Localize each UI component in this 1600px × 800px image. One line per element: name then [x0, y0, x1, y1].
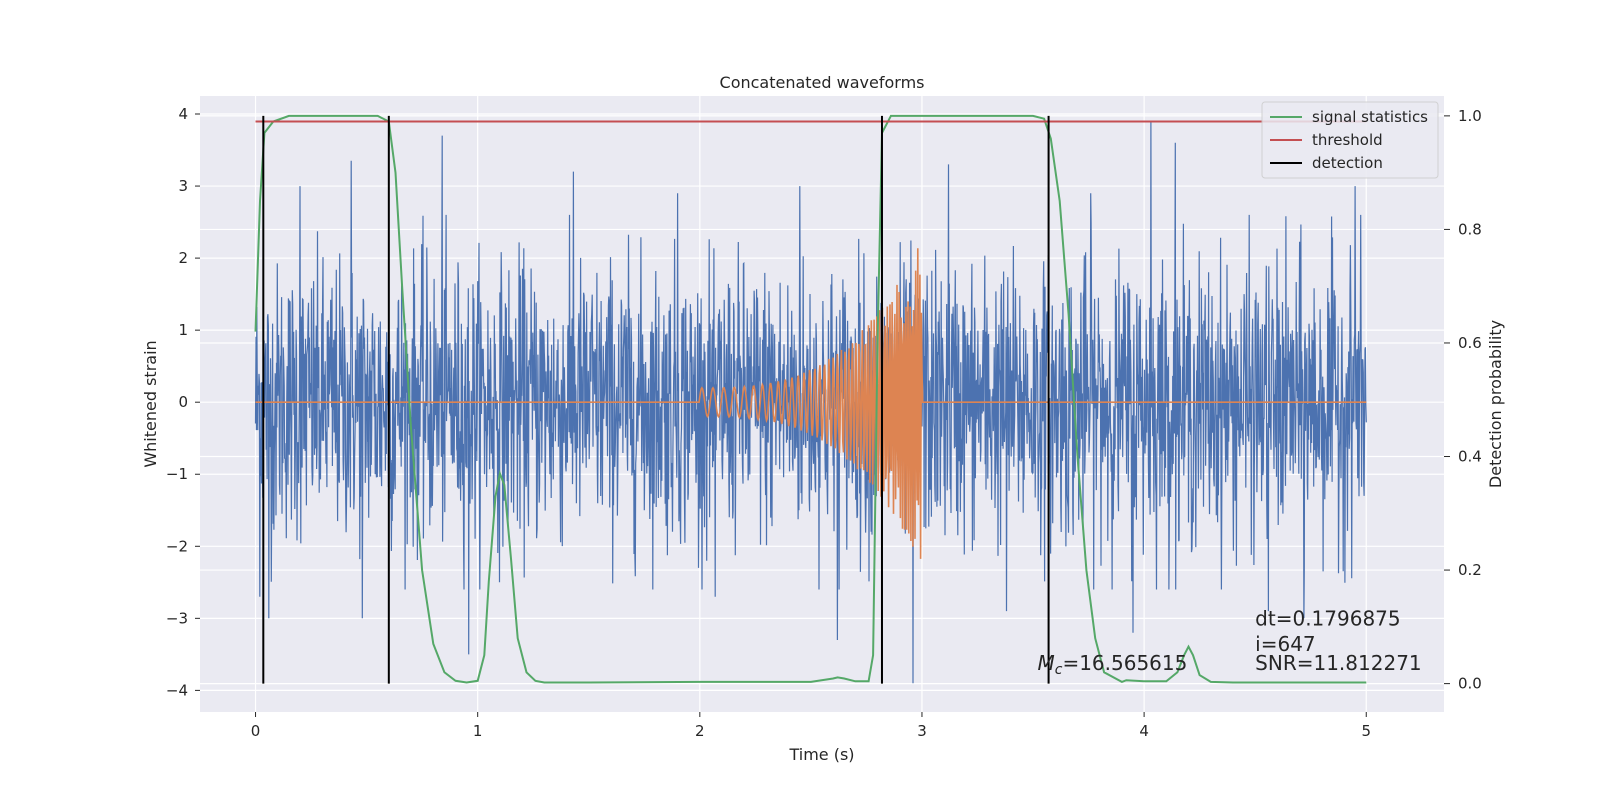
y-tick-label: −3: [166, 609, 188, 627]
annotation-text: SNR=11.812271: [1255, 651, 1421, 675]
y-tick-label: −4: [166, 681, 188, 699]
x-tick-label: 1: [473, 722, 483, 740]
x-tick-label: 5: [1361, 722, 1371, 740]
y2-tick-label: 0.8: [1458, 220, 1482, 238]
ticks-layer: 0 1 2 3 4 5 −4 −3 −2 −1 0 1 2 3 4 0.0 0.2 0.4 0.6 0.8 1.0: [166, 105, 1482, 740]
x-tick-label: 0: [251, 722, 261, 740]
legend-label-signal-statistics: signal statistics: [1312, 108, 1428, 126]
legend-label-detection: detection: [1312, 154, 1383, 172]
y-tick-label: −2: [166, 537, 188, 555]
y-tick-label: 3: [178, 177, 188, 195]
y2-tick-label: 1.0: [1458, 107, 1482, 125]
x-tick-label: 2: [695, 722, 705, 740]
annotation-text: dt=0.1796875: [1255, 607, 1400, 631]
y2-axis-label: Detection probability: [1486, 320, 1505, 488]
detection-layer: [262, 115, 1050, 684]
y-tick-label: 1: [178, 321, 188, 339]
y-tick-label: 2: [178, 249, 188, 267]
legend-box: [1261, 101, 1439, 179]
chirp-line: [255, 248, 1367, 559]
x-tick-label: 4: [1139, 722, 1149, 740]
annotation-text: i=647: [1255, 632, 1316, 656]
chirp-layer: [255, 248, 1367, 559]
y2-tick-label: 0.6: [1458, 334, 1482, 352]
y-axis-label: Whitened strain: [141, 340, 160, 467]
legend-label-threshold: threshold: [1312, 131, 1383, 149]
legend: signal statistics threshold detection: [1261, 101, 1439, 179]
y2-tick-label: 0.4: [1458, 448, 1482, 466]
chart-title: Concatenated waveforms: [720, 73, 925, 92]
y-tick-label: −1: [166, 465, 188, 483]
signal-statistics-line: [254, 114, 1367, 684]
series-layer: [254, 114, 1367, 684]
y-tick-label: 0: [178, 393, 188, 411]
y-tick-label: 4: [178, 105, 188, 123]
y2-tick-label: 0.2: [1458, 561, 1482, 579]
annotation-layer: Mc=16.565615 dt=0.1796875 i=647SNR=11.812…: [1037, 607, 1421, 679]
annotation-text: Mc=16.565615: [1037, 651, 1187, 678]
x-axis-label: Time (s): [788, 745, 854, 764]
y2-tick-label: 0.0: [1458, 675, 1482, 693]
x-tick-label: 3: [917, 722, 927, 740]
